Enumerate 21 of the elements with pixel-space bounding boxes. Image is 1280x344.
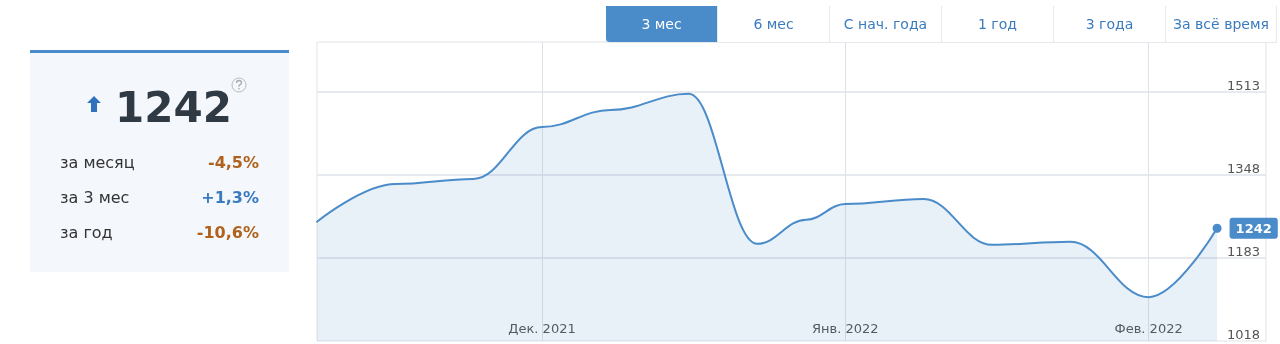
- text: 3 мес: [606, 6, 718, 43]
- x-tick-label: Янв. 2022: [812, 321, 879, 336]
- text: -4,5%: [207, 153, 259, 172]
- text: -10,6%: [196, 223, 259, 242]
- text: за месяц: [60, 153, 135, 172]
- text: за 3 мес: [60, 188, 130, 207]
- text: 3 года: [1054, 6, 1166, 43]
- text: +1,3%: [201, 188, 259, 207]
- y-tick-label: 1183: [1226, 243, 1260, 259]
- text: 1 год: [942, 6, 1054, 43]
- text: 6 мес: [718, 6, 830, 43]
- data-label: 1242: [1235, 220, 1272, 236]
- y-tick-label: 1513: [1226, 77, 1260, 93]
- x-tick-label: Дек. 2021: [508, 321, 576, 336]
- text: 1242: [115, 83, 232, 132]
- x-tick-label: Фев. 2022: [1114, 321, 1183, 336]
- text: За всё время: [1166, 6, 1277, 43]
- text: С нач. года: [830, 6, 942, 43]
- y-tick-label: 1348: [1226, 160, 1260, 176]
- y-tick-label: 1018: [1226, 327, 1260, 342]
- text: за год: [60, 223, 113, 242]
